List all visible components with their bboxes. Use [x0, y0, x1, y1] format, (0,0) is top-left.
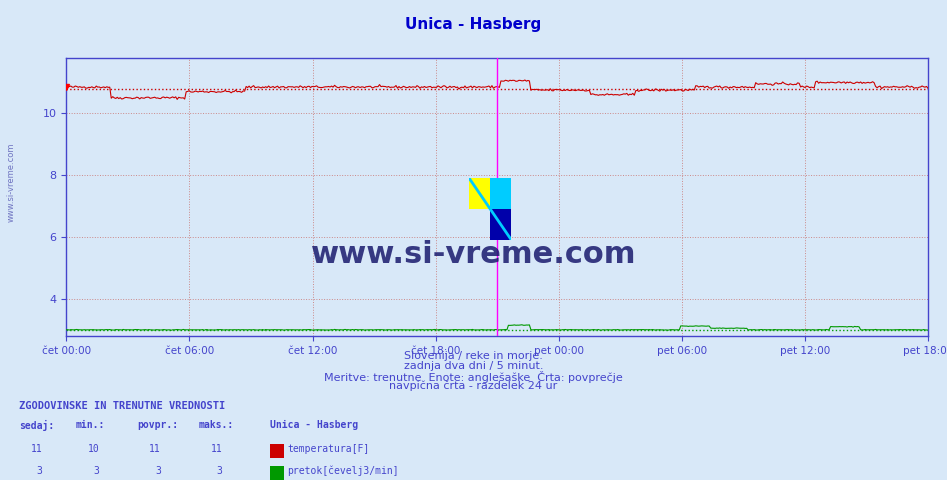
Text: 11: 11 [150, 444, 161, 454]
Text: min.:: min.: [76, 420, 105, 430]
Text: 11: 11 [211, 444, 223, 454]
Text: temperatura[F]: temperatura[F] [287, 444, 369, 454]
Bar [491, 209, 511, 240]
Bar [270, 444, 284, 458]
Text: 11: 11 [31, 444, 43, 454]
Bar [469, 178, 491, 209]
Text: zadnja dva dni / 5 minut.: zadnja dva dni / 5 minut. [403, 361, 544, 371]
Text: maks.:: maks.: [199, 420, 234, 430]
Text: navpična črta - razdelek 24 ur: navpična črta - razdelek 24 ur [389, 380, 558, 391]
Text: www.si-vreme.com: www.si-vreme.com [7, 143, 16, 222]
Text: 3: 3 [155, 466, 161, 476]
Text: 10: 10 [88, 444, 99, 454]
Bar [491, 178, 511, 209]
Text: Unica - Hasberg: Unica - Hasberg [405, 17, 542, 32]
Text: 3: 3 [37, 466, 43, 476]
Text: Slovenija / reke in morje.: Slovenija / reke in morje. [404, 351, 543, 361]
Text: ZGODOVINSKE IN TRENUTNE VREDNOSTI: ZGODOVINSKE IN TRENUTNE VREDNOSTI [19, 401, 225, 411]
Text: 3: 3 [217, 466, 223, 476]
Text: 3: 3 [94, 466, 99, 476]
Text: pretok[čevelj3/min]: pretok[čevelj3/min] [287, 466, 399, 476]
Text: Unica - Hasberg: Unica - Hasberg [270, 420, 358, 430]
Text: www.si-vreme.com: www.si-vreme.com [311, 240, 636, 269]
Bar [270, 466, 284, 480]
Text: povpr.:: povpr.: [137, 420, 178, 430]
Text: sedaj:: sedaj: [19, 420, 54, 431]
Text: Meritve: trenutne  Enote: anglešaške  Črta: povprečje: Meritve: trenutne Enote: anglešaške Črta… [324, 371, 623, 383]
